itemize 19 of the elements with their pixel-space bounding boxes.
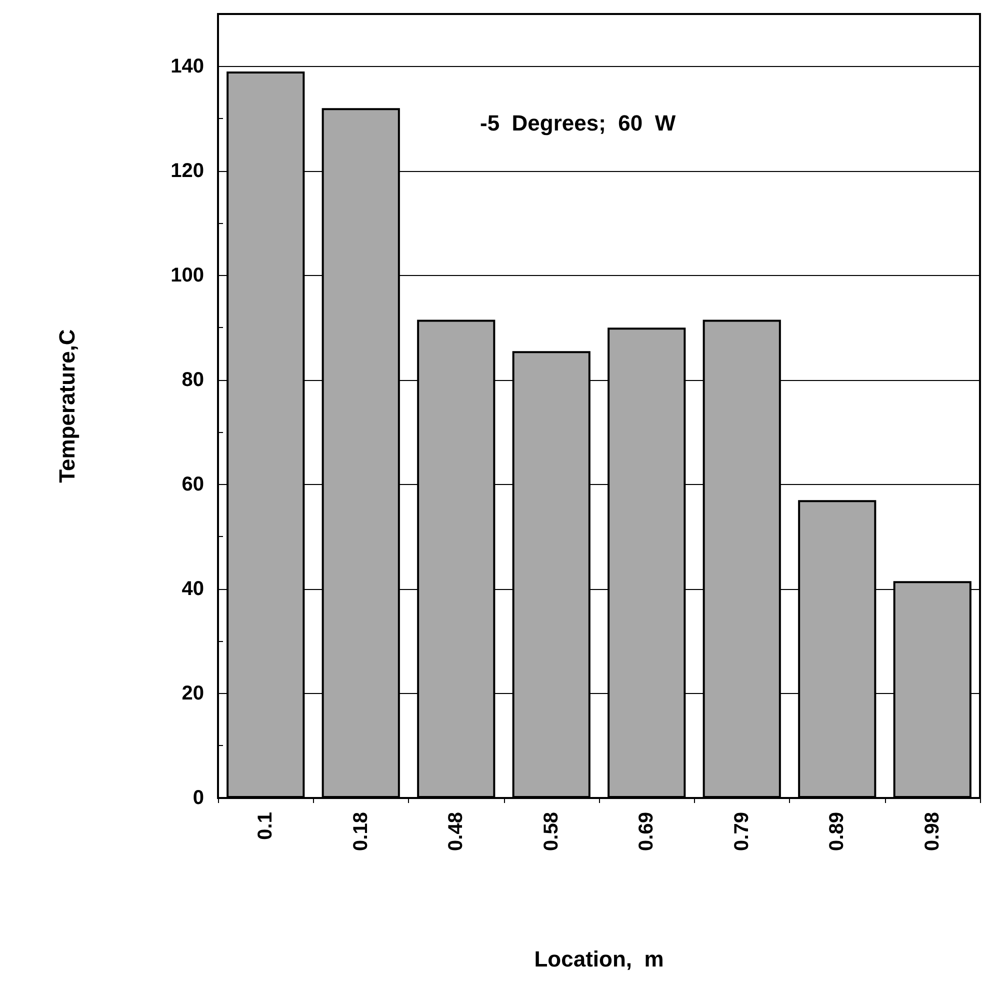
y-tick-label: 120 [170, 160, 204, 182]
y-tick-label: 100 [170, 264, 204, 286]
annotation: -5 Degrees; 60 W [480, 110, 676, 136]
y-tick-label: 140 [170, 55, 204, 78]
x-tick-label: 0.69 [636, 812, 658, 851]
x-tick-label: 0.58 [540, 812, 562, 851]
x-tick-label: 0.18 [350, 812, 372, 851]
y-tick-label: 0 [192, 787, 204, 809]
x-tick-label: 0.89 [826, 812, 848, 851]
x-tick-label: 0.1 [254, 812, 277, 840]
y-tick-label: 20 [182, 682, 204, 704]
y-tick-label: 40 [182, 578, 204, 600]
y-tick-label: 60 [182, 473, 204, 496]
x-axis-title: Location, m [534, 946, 664, 972]
x-tick-label: 0.48 [445, 812, 468, 851]
y-axis-title: Temperature,C [54, 329, 80, 483]
x-tick-label: 0.98 [921, 812, 944, 851]
y-tick-label: 80 [182, 368, 204, 391]
x-tick-label: 0.79 [730, 812, 753, 851]
